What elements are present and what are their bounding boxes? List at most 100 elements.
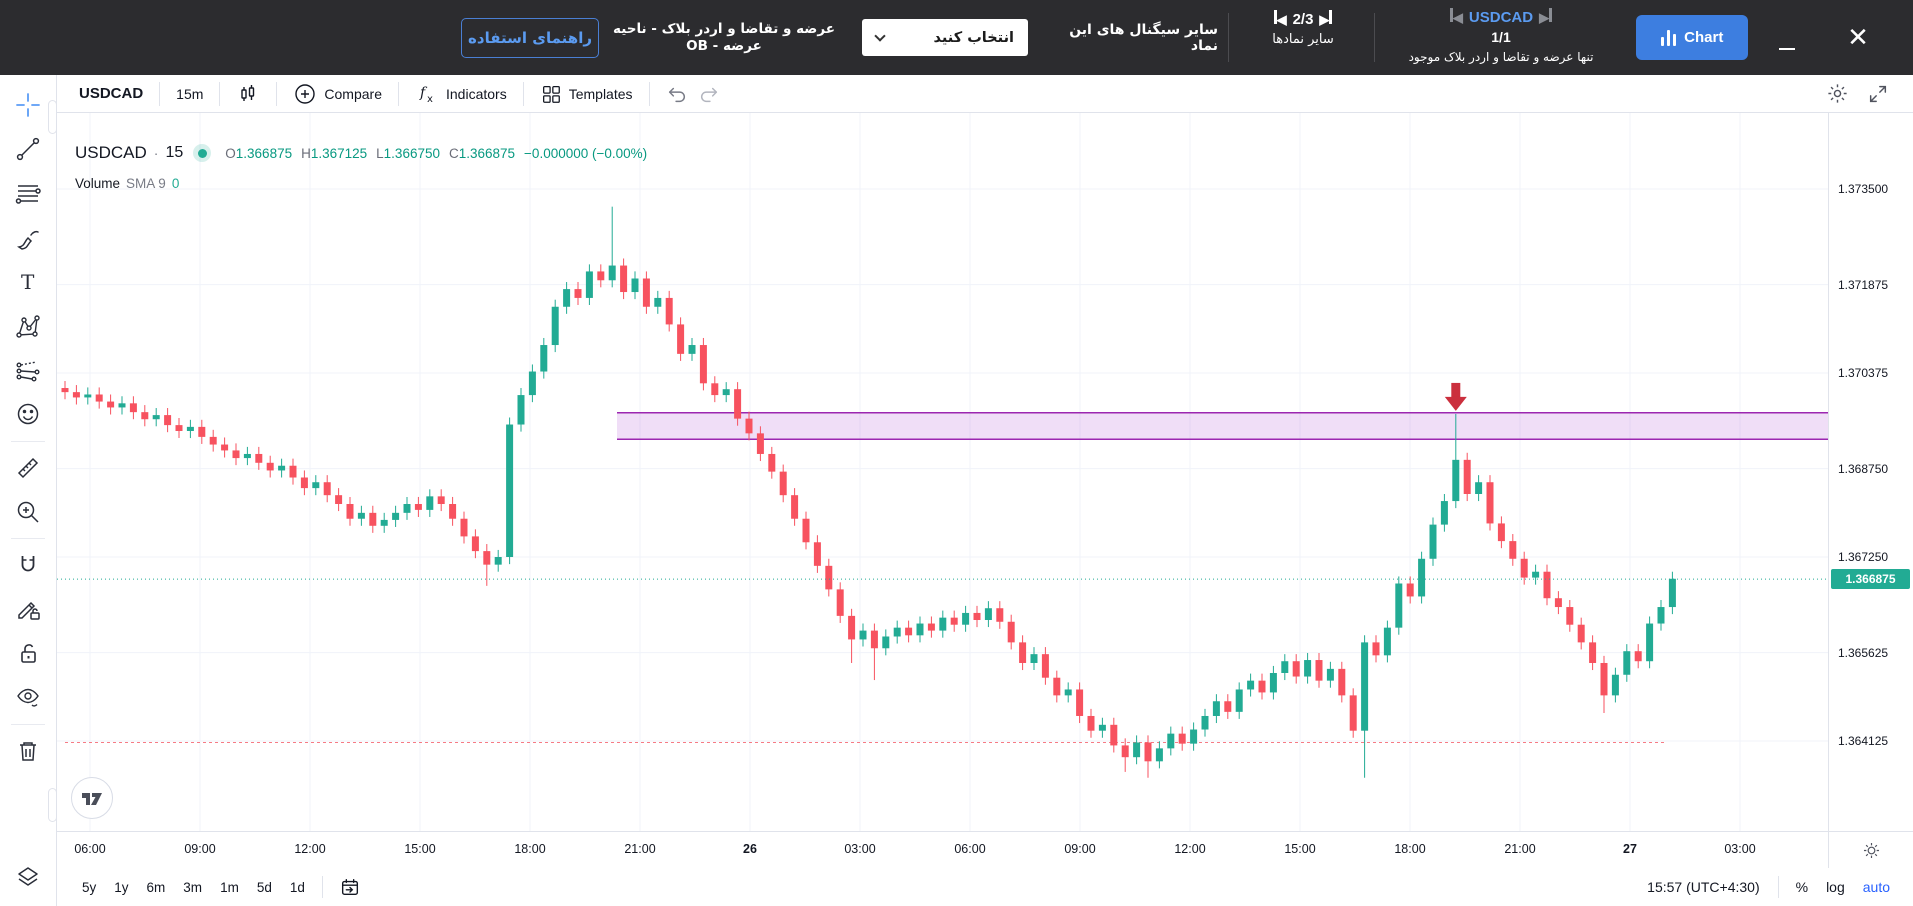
app-titlebar: راهنمای استفاده عرضه و تقاضا و اردر بلاک…: [0, 0, 1913, 75]
trend-line-tool-button[interactable]: [9, 130, 47, 168]
chart-button-label: Chart: [1684, 29, 1724, 46]
time-tick-label: 15:00: [404, 842, 436, 856]
range-button-3m[interactable]: 3m: [183, 879, 203, 895]
measure-tool-button[interactable]: [9, 449, 47, 487]
minimize-icon: [1779, 47, 1795, 50]
clock-timezone-button[interactable]: 15:57 (UTC+4:30): [1647, 879, 1760, 895]
percent-scale-button[interactable]: %: [1795, 879, 1809, 895]
minimize-button[interactable]: [1772, 30, 1802, 50]
log-scale-button[interactable]: log: [1826, 879, 1845, 895]
text-tool-button[interactable]: T: [9, 263, 47, 301]
lock-drawings-button[interactable]: [9, 634, 47, 672]
supply-zone[interactable]: [617, 412, 1828, 440]
range-button-5y[interactable]: 5y: [82, 879, 97, 895]
price-axis[interactable]: 1.373500 1.371875 1.370375 1.368750 1.367250…: [1828, 113, 1913, 831]
fullscreen-button[interactable]: [1855, 80, 1901, 108]
chart-pane: USDCAD · 15 O1.366875 H1.367125 L1.36675…: [57, 113, 1828, 831]
legend-symbol-row[interactable]: USDCAD · 15 O1.366875 H1.367125 L1.36675…: [75, 143, 648, 162]
magnet-icon: [21, 555, 35, 572]
symbol-pager-count: 1/1: [1491, 29, 1511, 45]
range-button-6m[interactable]: 6m: [146, 879, 166, 895]
calendar-arrow-icon: [341, 878, 358, 896]
legend-interval: 15: [165, 144, 184, 161]
object-tree-button[interactable]: [9, 858, 47, 896]
crosshair-tool-button[interactable]: [9, 86, 47, 124]
go-to-date-button[interactable]: [331, 876, 369, 898]
legend-volume-row[interactable]: Volume SMA 9 0: [75, 176, 647, 191]
panel-resize-handle[interactable]: [48, 788, 57, 822]
market-status-icon: [193, 144, 212, 162]
price-tick-label: 1.365625: [1838, 645, 1889, 660]
change-value: −0.000000 (−0.00%): [524, 145, 648, 161]
brush-tool-button[interactable]: [9, 219, 47, 257]
volume-label: Volume: [75, 176, 121, 191]
ruler-icon: [17, 457, 39, 478]
fib-retracement-icon: [15, 185, 41, 205]
magnet-tool-button[interactable]: [9, 546, 47, 584]
panel-resize-handle[interactable]: [48, 100, 57, 134]
time-tick-label: 21:00: [1504, 842, 1536, 856]
delete-drawings-button[interactable]: [9, 732, 47, 770]
time-axis[interactable]: 06:00 09:00 12:00 15:00 18:00 21:00 26 03:00 06:…: [57, 831, 1828, 868]
next-signal-button[interactable]: ▶: [1319, 10, 1333, 28]
range-button-1m[interactable]: 1m: [220, 879, 239, 895]
forecast-tool-button[interactable]: [9, 351, 47, 389]
sell-signal-arrow-icon[interactable]: [1444, 382, 1467, 411]
range-button-1d[interactable]: 1d: [289, 879, 305, 895]
text-icon: T: [21, 270, 35, 294]
emoji-tool-button[interactable]: [9, 395, 47, 433]
hide-drawings-button[interactable]: [9, 679, 47, 717]
chart-canvas[interactable]: [57, 113, 1828, 831]
last-price-badge: 1.366875: [1831, 569, 1910, 590]
compare-button[interactable]: Compare: [281, 80, 394, 108]
price-tick-label: 1.371875: [1838, 277, 1889, 292]
zoom-in-tool-button[interactable]: [9, 493, 47, 531]
undo-button[interactable]: [654, 80, 700, 108]
signal-pager: ◀ 2/3 ▶ سایر نمادها: [1244, 10, 1362, 47]
chart-settings-button[interactable]: [1814, 80, 1861, 108]
drawing-mode-button[interactable]: [9, 590, 47, 628]
time-tick-label: 06:00: [74, 842, 106, 856]
volume-ma-label: SMA 9: [126, 176, 166, 191]
range-button-1y[interactable]: 1y: [114, 879, 129, 895]
session-sun-icon[interactable]: [1862, 841, 1881, 860]
time-tick-label: 27: [1623, 842, 1637, 856]
high-value: 1.367125: [310, 145, 368, 161]
price-tick-label: 1.368750: [1838, 461, 1889, 476]
compare-label: Compare: [324, 85, 382, 102]
range-button-5d[interactable]: 5d: [256, 879, 272, 895]
svg-text:T: T: [21, 270, 35, 294]
symbol-search-button[interactable]: USDCAD: [75, 80, 155, 108]
crosshair-icon: [16, 93, 40, 117]
signal-select-dropdown[interactable]: انتخاب کنید: [862, 19, 1028, 56]
time-axis-corner: [1828, 831, 1913, 868]
signal-type-label: عرضه و تقاضا و اردر بلاک - ناحیه عرضه - …: [613, 20, 835, 54]
prev-signal-button[interactable]: ◀: [1273, 10, 1287, 28]
price-tick-label: 1.370375: [1838, 366, 1889, 380]
indicators-button[interactable]: f x Indicators: [403, 80, 519, 108]
compare-plus-icon: [293, 82, 317, 106]
symbol-pager-symbol: USDCAD: [1468, 8, 1534, 26]
pattern-tool-button[interactable]: [9, 307, 47, 345]
layers-icon: [18, 867, 38, 886]
templates-button[interactable]: Templates: [528, 80, 645, 108]
time-tick-label: 12:00: [294, 842, 326, 856]
signal-pager-caption: سایر نمادها: [1272, 32, 1334, 47]
prev-symbol-button[interactable]: ◀: [1449, 8, 1463, 26]
redo-button[interactable]: [686, 80, 732, 108]
candles-icon: [236, 82, 260, 106]
interval-button[interactable]: 15m: [164, 80, 215, 108]
auto-scale-button[interactable]: auto: [1862, 879, 1890, 895]
time-tick-label: 26: [743, 842, 757, 856]
close-button[interactable]: ✕: [1847, 21, 1869, 52]
undo-icon: [666, 83, 688, 105]
legend-ohlc: O1.366875 H1.367125 L1.366750 C1.366875 …: [225, 145, 648, 161]
next-symbol-button[interactable]: ▶: [1539, 8, 1553, 26]
close-value: 1.366875: [458, 145, 516, 161]
gear-icon: [1826, 82, 1849, 105]
usage-guide-button[interactable]: راهنمای استفاده: [461, 18, 599, 58]
chart-style-button[interactable]: [224, 80, 272, 108]
chart-button[interactable]: Chart: [1636, 15, 1748, 60]
bottom-toolbar: 5y 1y 6m 3m 1m 5d 1d 15:57 (UTC+4:30) % log au…: [57, 868, 1913, 906]
fib-retracement-tool-button[interactable]: [9, 174, 47, 212]
